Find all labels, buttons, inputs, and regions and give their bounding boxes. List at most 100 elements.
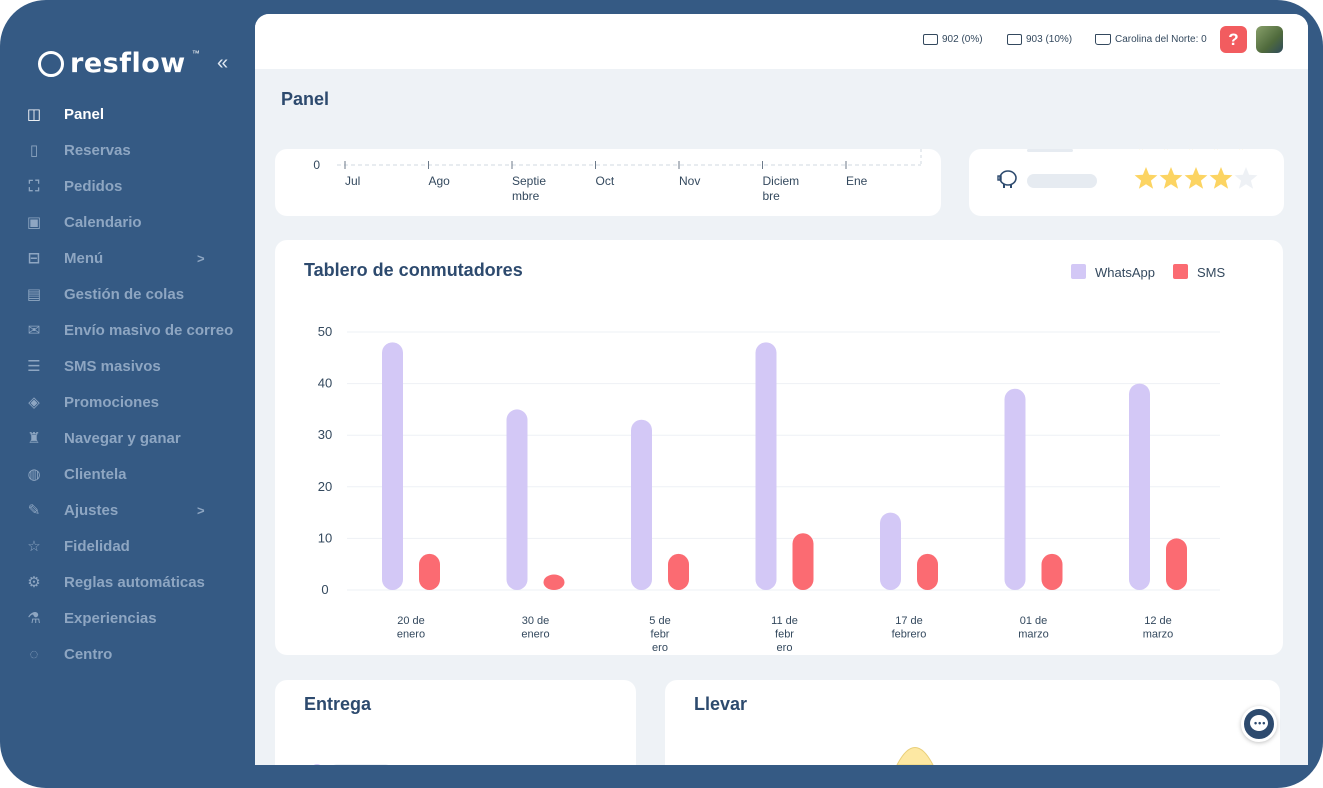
x-tick-label: 11 de (771, 615, 798, 627)
trophy-icon: ♜ (27, 430, 41, 447)
legend-label[interactable]: SMS (1197, 265, 1226, 280)
x-tick-label: bre (763, 189, 781, 203)
bar-whatsapp[interactable] (1004, 388, 1026, 590)
users-check-icon (923, 34, 938, 45)
stat-contacts-value: 903 (10%) (1026, 34, 1073, 45)
bar-sms[interactable] (792, 533, 814, 590)
layout-icon: ◫ (26, 106, 42, 123)
bar-whatsapp[interactable] (382, 342, 403, 590)
delivery-title: Entrega (304, 694, 372, 714)
sidebar-item-pedidos[interactable]: ⛶ Pedidos (0, 168, 255, 204)
sidebar-item-gestion-de-colas[interactable]: ▤ Gestión de colas (0, 276, 255, 312)
sidebar-item-promociones[interactable]: ◈ Promociones (0, 384, 255, 420)
top-bar: 902 (0%) 903 (10%) Carolina del Norte: 0… (255, 14, 1308, 69)
x-tick-label: febr (775, 629, 794, 641)
legend-swatch (1173, 264, 1188, 279)
star-outline-icon: ☆ (27, 538, 41, 555)
bar-whatsapp[interactable] (755, 342, 777, 590)
sidebar-item-label: Envío masivo de correo (64, 321, 234, 339)
legend-swatch (1071, 264, 1086, 279)
y-tick-label: 0 (321, 582, 328, 597)
stat-online-value: 902 (0%) (942, 34, 983, 45)
sidebar-item-label: Experiencias (64, 609, 157, 627)
x-tick-label: 5 de (649, 615, 670, 627)
main-content: 902 (0%) 903 (10%) Carolina del Norte: 0… (255, 14, 1308, 765)
bar-sms[interactable] (543, 574, 565, 590)
envelope-open-icon: ✉ (27, 322, 41, 339)
page-title: Panel (281, 89, 330, 109)
x-tick-label: 20 de (397, 615, 425, 627)
bar-sms[interactable] (1041, 553, 1063, 590)
sidebar-item-ajustes[interactable]: ✎ Ajustes > (0, 492, 255, 528)
x-tick-label: enero (397, 629, 425, 641)
y-tick-label: 0 (313, 158, 320, 172)
x-tick-label: Jul (345, 174, 360, 188)
message-icon: ☰ (27, 358, 41, 375)
x-tick-label: enero (521, 629, 549, 641)
logo-mark-icon (38, 50, 64, 77)
bookmark-icon: ▯ (29, 142, 39, 159)
bar-whatsapp[interactable] (506, 409, 528, 590)
legend-label[interactable]: WhatsApp (1095, 265, 1155, 280)
sidebar-item-label: Panel (64, 105, 105, 123)
sidebar-item-sms-masivos[interactable]: ☰ SMS masivos (0, 348, 255, 384)
sidebar-item-label: Navegar y ganar (64, 429, 181, 447)
chevron-right-icon: > (197, 250, 205, 266)
x-tick-label: marzo (1018, 629, 1049, 641)
sidebar-item-menu[interactable]: ⊟ Menú > (0, 240, 255, 276)
collapse-sidebar-icon[interactable]: « (217, 52, 229, 74)
location-selector[interactable]: Carolina del Norte: 0 (1095, 34, 1207, 45)
sidebar-item-panel[interactable]: ◫ Panel (0, 96, 255, 132)
sidebar-item-reservas[interactable]: ▯ Reservas (0, 132, 255, 168)
sidebar-item-navegar-y-ganar[interactable]: ♜ Navegar y ganar (0, 420, 255, 456)
x-tick-label: 30 de (522, 615, 550, 627)
sidebar-item-label: Promociones (64, 393, 160, 411)
sidebar-item-centro[interactable]: ◌ Centro (0, 636, 255, 672)
bar-sms[interactable] (917, 553, 938, 590)
star-filled-icon (1209, 167, 1233, 189)
help-button[interactable]: ? (1220, 26, 1247, 53)
sidebar-item-clientela[interactable]: ◍ Clientela (0, 456, 255, 492)
bar-whatsapp[interactable] (880, 512, 901, 590)
chat-button[interactable]: ••• (1241, 706, 1277, 742)
stat-contacts[interactable]: 903 (10%) (1007, 34, 1072, 45)
sidebar-item-calendario[interactable]: ▣ Calendario (0, 204, 255, 240)
x-tick-label: febr (651, 629, 670, 641)
sidebar-item-label: Reservas (64, 141, 131, 159)
scan-icon: ⛶ (28, 177, 40, 195)
delivery-card: Entrega (275, 680, 636, 765)
sidebar-item-label: Pedidos (64, 177, 123, 195)
stat-online[interactable]: 902 (0%) (923, 34, 983, 45)
sidebar-item-experiencias[interactable]: ⚗ Experiencias (0, 600, 255, 636)
calendar-icon: ▣ (26, 214, 42, 231)
bar-whatsapp[interactable] (1129, 383, 1150, 590)
sidebar-item-label: Clientela (64, 465, 127, 483)
avatar[interactable] (1256, 26, 1283, 53)
x-tick-label: Ago (429, 174, 451, 188)
bar-sms[interactable] (419, 553, 440, 590)
x-tick-label: Nov (679, 174, 700, 188)
bar-whatsapp[interactable] (631, 419, 652, 590)
takeaway-title: Llevar (694, 694, 748, 714)
flask-icon: ⚗ (27, 610, 41, 627)
sidebar-item-label: SMS masivos (64, 357, 161, 375)
brand-logo[interactable]: resflow ™ (38, 48, 200, 79)
sidebar-item-label: Calendario (64, 213, 142, 231)
sidebar-item-envio-masivo-de-correo[interactable]: ✉ Envío masivo de correo (0, 312, 255, 348)
monthly-chart-card: 0 Jul Ago Septie mbre Oct Nov Diciem bre Ene (275, 149, 941, 216)
takeaway-card: Llevar (665, 680, 1280, 765)
sidebar-item-reglas-automaticas[interactable]: ⚙ Reglas automáticas (0, 564, 255, 600)
x-tick-label: marzo (1143, 629, 1174, 641)
switchboard-card: Tablero de conmutadores 0 10 20 30 40 50 20 de… (275, 240, 1283, 655)
star-filled-icon (1184, 167, 1208, 189)
bar-sms[interactable] (668, 553, 689, 590)
x-tick-label: Ene (846, 174, 868, 188)
bar-sms[interactable] (1166, 538, 1187, 590)
sidebar-nav: ◫ Panel ▯ Reservas ⛶ Pedidos ▣ Calendario ⊟ Menú >… (0, 96, 255, 672)
x-tick-label: mbre (512, 189, 540, 203)
x-tick-label: 12 de (1144, 615, 1172, 627)
sidebar-item-label: Menú (64, 249, 104, 267)
sidebar-item-fidelidad[interactable]: ☆ Fidelidad (0, 528, 255, 564)
